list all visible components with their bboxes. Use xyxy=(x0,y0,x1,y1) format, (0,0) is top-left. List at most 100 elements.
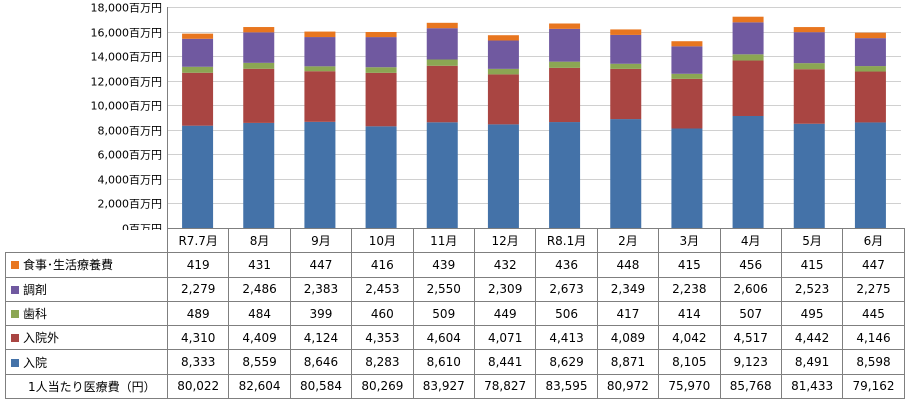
bar-segment xyxy=(732,22,764,55)
table-cell: 445 xyxy=(842,300,905,327)
table-cell: 495 xyxy=(780,300,844,327)
bar-segment xyxy=(426,59,458,66)
bar-segment xyxy=(304,31,336,38)
category-header: 4月 xyxy=(719,227,782,254)
table-cell: 4,146 xyxy=(842,325,905,351)
table-corner xyxy=(5,228,168,254)
category-header: R8.1月 xyxy=(535,227,598,254)
table-cell: 8,598 xyxy=(842,349,905,375)
table-cell: 447 xyxy=(842,252,905,278)
table-cell: 507 xyxy=(719,300,782,327)
bar-segment xyxy=(182,33,214,39)
bar-segment xyxy=(487,35,519,41)
per-capita-cell: 85,768 xyxy=(719,373,782,400)
table-cell: 415 xyxy=(780,252,844,278)
y-tick-label: 6,000百万円 xyxy=(98,149,163,162)
table-cell: 414 xyxy=(658,300,721,327)
bar-segment xyxy=(671,46,703,74)
per-capita-cell: 81,433 xyxy=(780,373,844,400)
category-header: R7.7月 xyxy=(166,227,230,254)
bar-segment xyxy=(243,68,275,123)
stacked-bar-chart: 0百万円 2,000百万円 4,000百万円 6,000百万円 8,000百万円 10,0… xyxy=(91,2,901,231)
bar-segment xyxy=(854,71,886,123)
y-tick-label: 16,000百万円 xyxy=(91,27,163,40)
y-tick-label: 10,000百万円 xyxy=(91,100,163,113)
bar-segment xyxy=(549,61,581,68)
table-cell: 439 xyxy=(412,252,475,278)
bar-segment xyxy=(610,34,642,64)
table-cell: 449 xyxy=(473,300,537,327)
bar-segment xyxy=(243,27,275,33)
legend-swatch xyxy=(11,358,19,367)
y-tick-label: 18,000百万円 xyxy=(91,2,163,15)
bar-segment xyxy=(365,37,397,68)
bar-segment xyxy=(854,122,886,228)
per-capita-cell: 80,269 xyxy=(351,373,414,400)
bar-segment xyxy=(426,22,458,29)
table-cell: 8,871 xyxy=(596,349,660,375)
bar-segment xyxy=(304,66,336,72)
table-cell: 460 xyxy=(351,300,414,327)
table-cell: 4,442 xyxy=(780,325,844,351)
bar-segment xyxy=(243,122,275,228)
category-header: 5月 xyxy=(780,227,844,254)
table-cell: 9,123 xyxy=(719,349,782,375)
table-header-row: R7.7月 8月 9月 10月 11月 12月 R8.1月 2月 3月 4月 5月 6月 xyxy=(5,227,905,254)
y-tick-label: 14,000百万円 xyxy=(91,51,163,64)
bar-segment xyxy=(549,28,581,62)
table-cell: 2,606 xyxy=(719,276,782,302)
table-cell: 417 xyxy=(596,300,660,327)
table-cell: 2,238 xyxy=(658,276,721,302)
per-capita-cell: 83,595 xyxy=(535,373,598,400)
bars xyxy=(182,16,886,228)
per-capita-cell: 80,972 xyxy=(596,373,660,400)
bar-segment xyxy=(426,28,458,60)
table-cell: 415 xyxy=(658,252,721,278)
per-capita-cell: 80,584 xyxy=(289,373,353,400)
legend-swatch xyxy=(11,310,19,319)
bar-segment xyxy=(182,38,214,67)
table-cell: 456 xyxy=(719,252,782,278)
legend-swatch xyxy=(11,261,19,270)
table-row: 調剤 2,279 2,486 2,383 2,453 2,550 2,309 2,673 2,3… xyxy=(5,276,905,302)
table-cell: 4,071 xyxy=(473,325,537,351)
table-cell: 447 xyxy=(289,252,353,278)
table-cell: 8,105 xyxy=(658,349,721,375)
bar-segment xyxy=(610,63,642,69)
bar-segment xyxy=(365,31,397,38)
y-tick-label: 0百万円 xyxy=(122,223,162,231)
table-cell: 2,383 xyxy=(289,276,353,302)
table-cell: 399 xyxy=(289,300,353,327)
bar-segment xyxy=(304,71,336,122)
table-cell: 4,310 xyxy=(166,325,230,351)
bar-segment xyxy=(182,66,214,73)
table-cell: 8,629 xyxy=(535,349,598,375)
table-cell: 4,517 xyxy=(719,325,782,351)
bar-segment xyxy=(732,115,764,228)
y-tick-label: 12,000百万円 xyxy=(91,76,163,89)
y-tick-label: 4,000百万円 xyxy=(98,174,163,187)
row-label: 入院 xyxy=(5,349,168,375)
bar-segment xyxy=(487,74,519,125)
bar-segment xyxy=(610,119,642,228)
table-cell: 2,453 xyxy=(351,276,414,302)
bar-segment xyxy=(487,124,519,228)
category-header: 2月 xyxy=(596,227,660,254)
table-cell: 419 xyxy=(166,252,230,278)
bar-segment xyxy=(854,32,886,39)
table-cell: 2,550 xyxy=(412,276,475,302)
table-cell: 4,604 xyxy=(412,325,475,351)
bar-segment xyxy=(487,68,519,75)
table-cell: 484 xyxy=(228,300,291,327)
table-cell: 436 xyxy=(535,252,598,278)
bar-segment xyxy=(610,29,642,35)
bar-segment xyxy=(304,121,336,228)
per-capita-label: 1人当たり医療費（円） xyxy=(5,373,168,400)
bar-segment xyxy=(182,125,214,228)
bar-segment xyxy=(793,32,825,64)
table-cell: 2,275 xyxy=(842,276,905,302)
table-cell: 489 xyxy=(166,300,230,327)
table-cell: 4,089 xyxy=(596,325,660,351)
per-capita-row: 1人当たり医療費（円） 80,022 82,604 80,584 80,269 83,92… xyxy=(5,373,905,400)
bar-segment xyxy=(793,27,825,33)
